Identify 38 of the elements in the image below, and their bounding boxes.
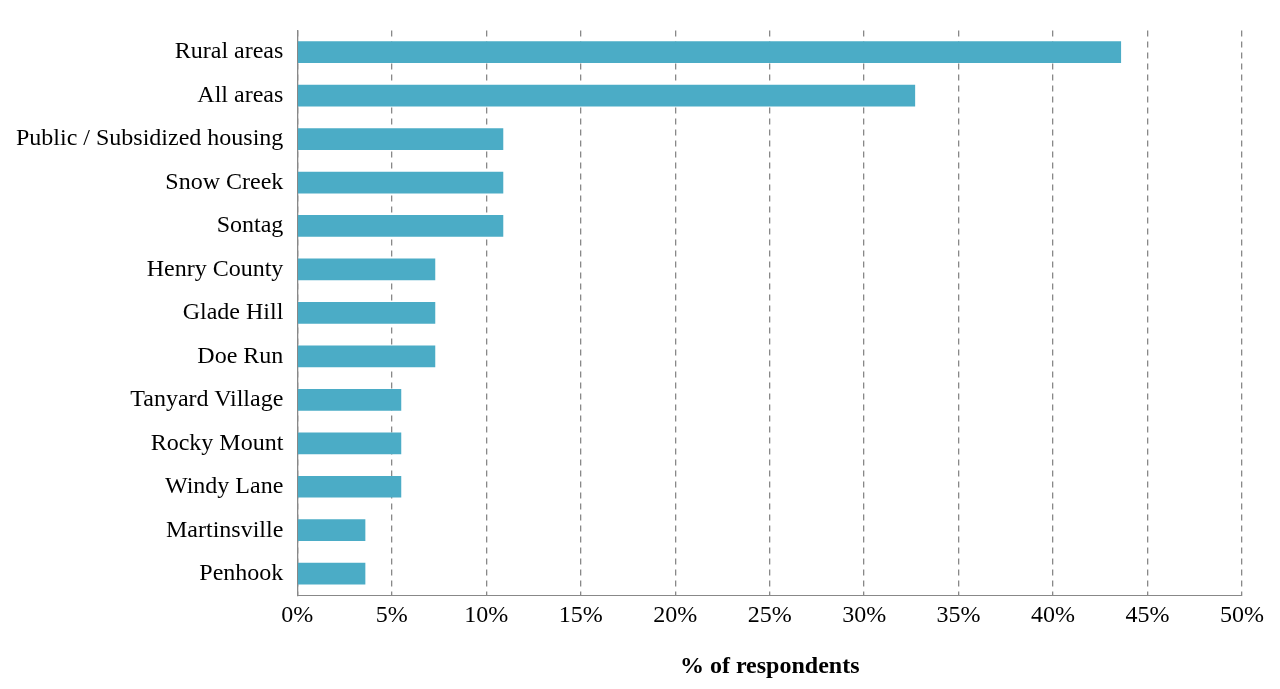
x-tick-label: 30% <box>842 601 887 628</box>
bar <box>297 432 402 455</box>
y-tick-label: Public / Subsidized housing <box>16 124 284 151</box>
bar <box>297 41 1122 63</box>
bar <box>297 258 436 281</box>
x-tick-label: 10% <box>464 601 509 628</box>
bar <box>297 388 402 411</box>
x-tick-label: 20% <box>653 601 698 628</box>
y-tick-label: Sontag <box>216 211 284 238</box>
x-tick-label: 0% <box>281 601 314 628</box>
x-tick-label: 25% <box>747 601 792 628</box>
x-tick-label: 15% <box>558 601 603 628</box>
y-tick-label: Martinsville <box>166 515 284 542</box>
x-axis-title: % of respondents <box>679 651 860 678</box>
bar <box>297 302 436 324</box>
bar <box>297 128 504 150</box>
y-tick-label: Windy Lane <box>165 472 284 499</box>
bar <box>297 475 402 498</box>
bar <box>297 519 366 542</box>
y-tick-label: Rocky Mount <box>150 428 284 455</box>
y-tick-label: Rural areas <box>174 37 284 64</box>
x-tick-label: 35% <box>936 601 981 628</box>
y-tick-label: Glade Hill <box>182 298 284 325</box>
bar <box>297 84 916 107</box>
y-tick-label: Penhook <box>199 558 284 585</box>
bar <box>297 562 366 585</box>
x-tick-label: 50% <box>1220 601 1264 628</box>
y-tick-label: Snow Creek <box>165 167 284 194</box>
x-tick-label: 40% <box>1031 601 1076 628</box>
y-tick-label: Henry County <box>146 254 284 281</box>
x-tick-label: 45% <box>1125 601 1170 628</box>
y-tick-label: Doe Run <box>197 341 284 368</box>
x-tick-label: 5% <box>375 601 408 628</box>
bar <box>297 345 436 368</box>
y-tick-label: All areas <box>197 80 284 107</box>
bar <box>297 171 504 194</box>
y-tick-label: Tanyard Village <box>130 385 284 412</box>
bar <box>297 215 504 237</box>
